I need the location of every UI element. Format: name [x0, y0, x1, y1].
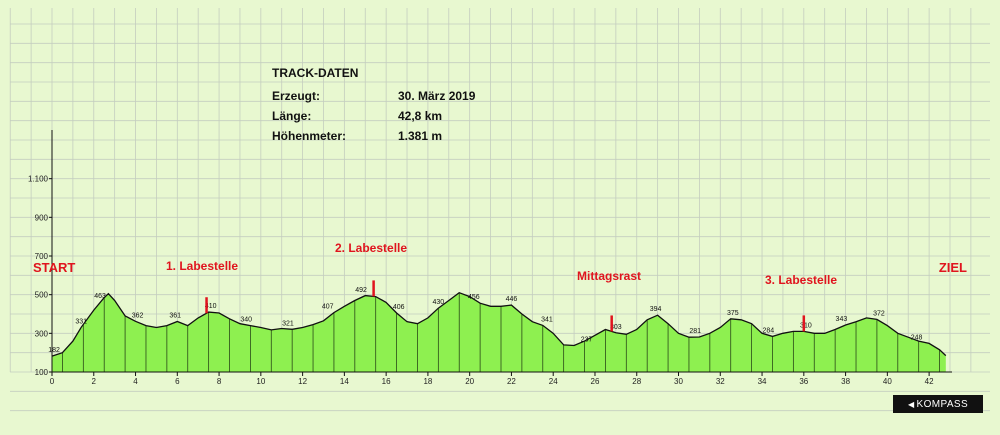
x-tick-label: 16	[382, 377, 391, 386]
kompass-logo-text: KOMPASS	[916, 398, 969, 410]
elevation-label: 463	[94, 293, 106, 300]
annotations: START 1. Labestelle 2. Labestelle Mittagsra…	[33, 241, 967, 332]
elevation-label: 407	[322, 304, 334, 311]
track-row-label: Länge:	[272, 109, 312, 123]
elevation-label: 341	[541, 316, 553, 323]
elevation-label: 406	[393, 304, 405, 311]
track-data-title: TRACK-DATEN	[272, 66, 359, 80]
x-tick-label: 34	[758, 377, 767, 386]
x-tick-label: 36	[799, 377, 808, 386]
x-tick-label: 0	[50, 377, 55, 386]
elevation-label: 492	[355, 287, 367, 294]
elevation-label: 343	[836, 316, 848, 323]
x-tick-label: 42	[925, 377, 934, 386]
elevation-label: 331	[75, 318, 87, 325]
track-row-label: Erzeugt:	[272, 89, 320, 103]
x-tick-label: 20	[465, 377, 474, 386]
elevation-label: 446	[506, 296, 518, 303]
annotation-label: 3. Labestelle	[765, 273, 837, 287]
elevation-label: 375	[727, 310, 739, 317]
y-tick-label: 900	[35, 213, 49, 222]
annotation-label: Mittagsrast	[577, 269, 641, 283]
elevation-label: 410	[205, 303, 217, 310]
elevation-label: 284	[762, 327, 774, 334]
track-row-value: 42,8 km	[398, 109, 443, 123]
value-labels: 182 331 463 362 361 410 340 321 407 492 406 430 456 4…	[48, 287, 922, 354]
elevation-label: 248	[911, 334, 923, 341]
track-row-label: Höhenmeter:	[272, 129, 347, 143]
track-row-value: 1.381 m	[398, 129, 443, 143]
x-tick-label: 22	[507, 377, 516, 386]
elevation-label: 361	[169, 313, 181, 320]
elevation-label: 456	[468, 294, 480, 301]
annotation-label: ZIEL	[939, 260, 967, 275]
elevation-line	[51, 291, 947, 357]
x-tick-label: 14	[340, 377, 349, 386]
track-row-value: 30. März 2019	[398, 89, 476, 103]
x-tick-label: 40	[883, 377, 892, 386]
elevation-label: 394	[650, 306, 662, 313]
elevation-label: 321	[282, 320, 294, 327]
x-tick-label: 4	[133, 377, 138, 386]
annotation-label: 2. Labestelle	[335, 241, 407, 255]
elevation-label: 362	[132, 312, 144, 319]
annotation-label: 1. Labestelle	[166, 259, 238, 273]
x-tick-label: 28	[632, 377, 641, 386]
elevation-label: 303	[610, 324, 622, 331]
track-row-length: Länge: 42,8 km	[272, 109, 512, 129]
y-tick-label: 1.100	[28, 175, 49, 184]
elevation-fill	[52, 292, 946, 372]
y-tick-label: 100	[35, 368, 49, 377]
track-row-created: Erzeugt: 30. März 2019	[272, 89, 512, 109]
x-tick-label: 38	[841, 377, 850, 386]
elevation-label: 281	[689, 328, 701, 335]
y-tick-label: 500	[35, 291, 49, 300]
elevation-label: 237	[581, 337, 593, 344]
x-tick-label: 24	[549, 377, 558, 386]
x-tick-label: 8	[217, 377, 222, 386]
x-tick-label: 10	[256, 377, 265, 386]
x-tick-label: 18	[423, 377, 432, 386]
elevation-label: 340	[240, 317, 252, 324]
arrow-icon: ◀	[907, 399, 915, 409]
y-tick-label: 700	[35, 252, 49, 261]
elevation-area	[51, 291, 947, 372]
axes: 0 2 4 6 8 10 12 14 16 18 20 22 24 26 28 30 32 34 36 38 40 421…	[28, 130, 952, 386]
x-tick-label: 32	[716, 377, 725, 386]
elevation-label: 430	[433, 299, 445, 306]
track-data-box: TRACK-DATEN Erzeugt: 30. März 2019 Länge…	[272, 66, 512, 149]
x-tick-label: 6	[175, 377, 180, 386]
track-row-elevation: Höhenmeter: 1.381 m	[272, 129, 512, 149]
x-tick-label: 12	[298, 377, 307, 386]
y-tick-label: 300	[35, 329, 49, 338]
x-tick-label: 26	[591, 377, 600, 386]
elevation-label: 372	[873, 310, 885, 317]
kompass-logo: ◀ KOMPASS	[893, 395, 983, 413]
x-tick-label: 30	[674, 377, 683, 386]
elevation-label: 310	[800, 322, 812, 329]
annotation-label: START	[33, 260, 75, 275]
x-tick-label: 2	[92, 377, 97, 386]
elevation-label: 182	[48, 347, 60, 354]
